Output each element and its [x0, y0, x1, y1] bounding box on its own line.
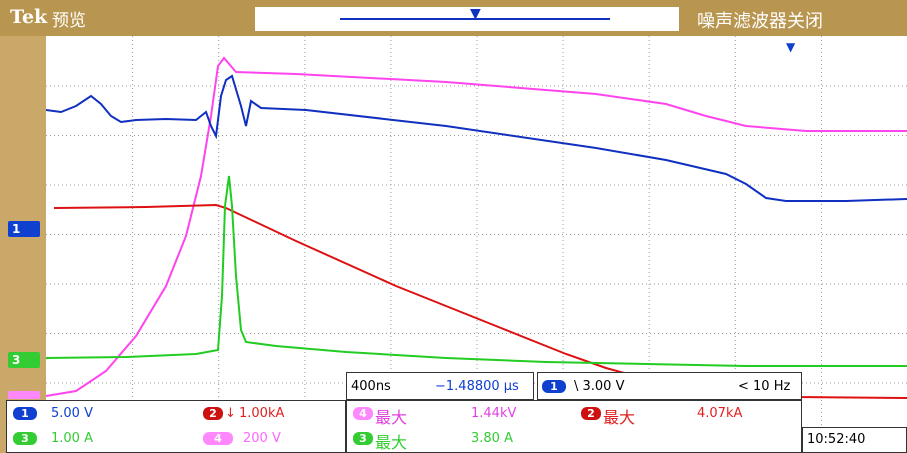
measurement-panel: 4 最大 1.44kV 2 最大 4.07kA 3 最大 3.80 A	[346, 400, 802, 453]
ch4-scale: 200 V	[243, 431, 281, 446]
meas1-label: 最大	[375, 408, 408, 427]
meas3-label: 最大	[375, 433, 408, 452]
trigger-readout[interactable]: 1 \ 3.00 V < 10 Hz	[537, 372, 802, 400]
ch4-waveform	[46, 56, 907, 397]
waveform-plot	[46, 36, 907, 429]
meas1-value: 1.44kV	[471, 406, 517, 421]
channel-scale-panel: 1 5.00 V 2 ↓ 1.00kA 3 1.00 A 4 200 V	[6, 400, 346, 453]
meas3-channel-badge[interactable]: 3	[353, 432, 373, 445]
timebase-position: −1.48800 µs	[435, 379, 519, 394]
meas2-label: 最大	[603, 408, 636, 427]
ch3-scale: 1.00 A	[51, 431, 93, 446]
ch2-invert-icon: ↓	[225, 406, 236, 421]
trigger-level-icon[interactable]: ▼	[786, 40, 796, 54]
meas2-value: 4.07kA	[697, 406, 743, 421]
ch2-scale: 1.00kA	[239, 406, 285, 421]
acquisition-mode: 预览	[52, 11, 86, 31]
waveform-display[interactable]: ▼	[46, 36, 907, 432]
ch1-badge[interactable]: 1	[13, 407, 37, 420]
trigger-position-icon[interactable]: ▼	[470, 6, 481, 22]
ch1-scale: 5.00 V	[51, 406, 93, 421]
ch2-waveform	[53, 203, 907, 399]
timebase-scale: 400ns	[351, 379, 391, 394]
ch2-badge[interactable]: 2	[203, 407, 223, 420]
ch4-badge[interactable]: 4	[203, 432, 233, 445]
record-window-line	[340, 18, 610, 20]
meas2-channel-badge[interactable]: 2	[581, 407, 601, 420]
clock-readout: 10:52:40	[802, 427, 907, 453]
meas3-value: 3.80 A	[471, 431, 513, 446]
timebase-readout[interactable]: 400ns −1.48800 µs	[346, 372, 534, 400]
ch1-ground-marker[interactable]: 1	[8, 221, 40, 237]
brand-logo: Tek	[10, 6, 48, 28]
ch1-waveform	[46, 74, 907, 202]
ch3-badge[interactable]: 3	[13, 432, 37, 445]
ch4-ground-marker[interactable]	[8, 391, 40, 399]
trigger-channel-badge: 1	[542, 380, 566, 393]
record-position-bar[interactable]: ▼	[255, 7, 679, 31]
trigger-frequency: < 10 Hz	[738, 379, 791, 394]
graticule	[46, 36, 907, 429]
ch3-ground-marker[interactable]: 3	[8, 352, 40, 368]
ch3-waveform	[46, 175, 907, 367]
noise-filter-status: 噪声滤波器关闭	[697, 11, 823, 32]
trigger-level: \ 3.00 V	[574, 379, 625, 394]
top-status-bar: Tek 预览 ▼ 噪声滤波器关闭	[0, 0, 907, 36]
meas1-channel-badge[interactable]: 4	[353, 407, 373, 420]
